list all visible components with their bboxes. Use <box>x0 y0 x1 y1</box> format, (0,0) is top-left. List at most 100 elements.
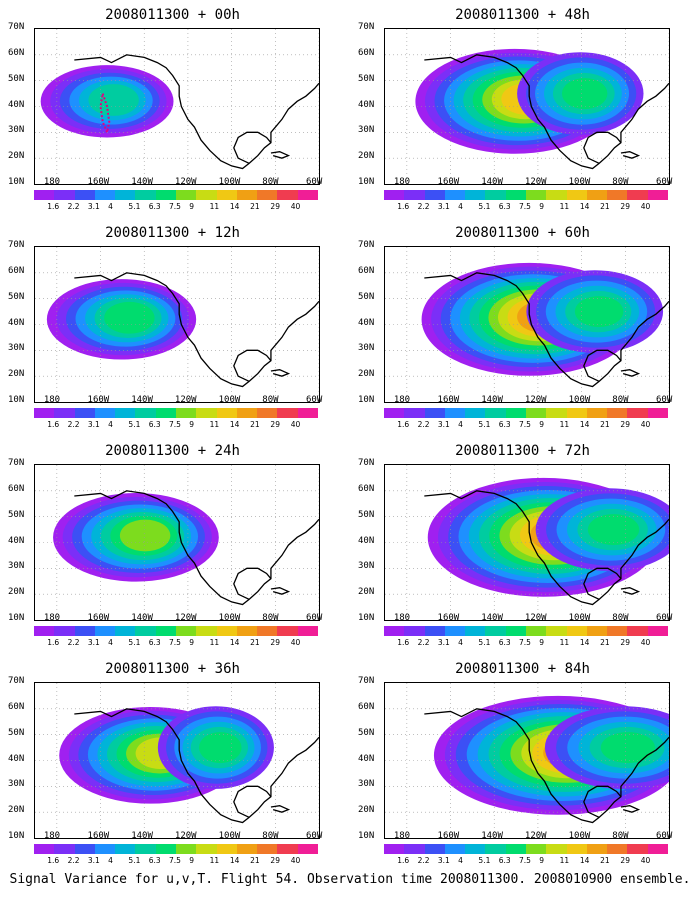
colorbar-label: 14 <box>229 856 240 865</box>
lon-tick-label: 100W <box>568 831 591 841</box>
colorbar-swatch <box>566 626 587 636</box>
colorbar-swatch <box>424 190 445 200</box>
colorbar-swatch <box>627 844 648 854</box>
coastline <box>583 567 622 600</box>
lon-tick-label: 80W <box>262 831 279 841</box>
lon-tick-label: 120W <box>174 177 197 187</box>
lon-tick-label: 160W <box>437 177 460 187</box>
lon-tick-label: 140W <box>131 831 153 841</box>
lat-tick-label: 10N <box>358 395 375 405</box>
colorbar-swatch <box>94 190 116 200</box>
map-panel: 2008011300 + 60h 10N 20N 30N 40N 50N 60N 70N 180… <box>350 224 695 442</box>
variance-map <box>384 682 670 839</box>
coastline <box>233 349 272 382</box>
colorbar-swatch <box>236 626 258 636</box>
colorbar-swatch <box>196 844 217 854</box>
colorbar-swatch <box>34 190 55 200</box>
map-panel: 2008011300 + 00h 10N 20N 30N 40N 50N 60N 70N 180… <box>0 6 345 224</box>
colorbar-swatch <box>216 626 237 636</box>
colorbar-swatch <box>465 190 486 200</box>
colorbar-swatch <box>34 844 55 854</box>
lon-tick-label: 180 <box>393 831 411 841</box>
colorbar-swatch <box>74 626 95 636</box>
lon-tick-label: 160W <box>87 831 110 841</box>
colorbar-label: 14 <box>229 202 240 211</box>
coastline <box>424 54 669 170</box>
variance-contour <box>198 732 242 764</box>
colorbar-label: 40 <box>290 856 301 865</box>
panel-title: 2008011300 + 72h <box>455 443 590 459</box>
variance-map <box>34 464 320 621</box>
colorbar-swatch <box>546 626 567 636</box>
lon-tick-label: 80W <box>262 613 279 623</box>
colorbar-swatch <box>277 190 298 200</box>
map-svg <box>35 247 319 402</box>
colorbar-label: 9 <box>189 420 195 429</box>
lon-tick-label: 140W <box>481 177 503 187</box>
colorbar <box>384 844 668 854</box>
colorbar-label: 14 <box>579 420 590 429</box>
colorbar-swatch <box>566 408 587 418</box>
lat-tick-label: 10N <box>358 177 375 187</box>
colorbar-swatch <box>196 408 217 418</box>
colorbar-swatch <box>216 844 237 854</box>
lon-tick-label: 120W <box>174 613 197 623</box>
colorbar-label: 14 <box>579 202 590 211</box>
panel-title: 2008011300 + 12h <box>105 225 240 241</box>
lon-tick-label: 160W <box>87 395 110 405</box>
colorbar-swatch <box>485 844 506 854</box>
colorbar-swatch <box>444 190 466 200</box>
lon-tick-label: 140W <box>481 613 503 623</box>
colorbar-swatch <box>115 408 136 418</box>
colorbar-swatch <box>424 844 445 854</box>
lon-tick-label: 100W <box>218 613 241 623</box>
colorbar-swatch <box>175 190 197 200</box>
variance-contour <box>104 301 155 334</box>
lon-tick-label: 160W <box>437 613 460 623</box>
colorbar-swatch <box>196 190 217 200</box>
colorbar-swatch <box>607 844 628 854</box>
colorbar-swatch <box>297 190 318 200</box>
map-panel: 2008011300 + 48h 10N 20N 30N 40N 50N 60N 70N 180… <box>350 6 695 224</box>
colorbar-swatch <box>607 626 628 636</box>
colorbar-label: 29 <box>270 638 280 647</box>
lat-tick-label: 20N <box>358 369 375 380</box>
lat-tick-label: 20N <box>358 805 375 816</box>
colorbar-swatch <box>54 190 75 200</box>
coastline <box>233 567 272 600</box>
colorbar-label: 2.2 <box>417 856 430 865</box>
colorbar-swatch <box>505 408 526 418</box>
colorbar-label: 7.5 <box>519 856 531 865</box>
colorbar-label: 1.6 <box>47 202 60 211</box>
colorbar-label: 7.5 <box>519 420 531 429</box>
lon-tick-label: 60W <box>306 613 323 623</box>
colorbar-swatch <box>277 408 298 418</box>
panel-title: 2008011300 + 60h <box>455 225 590 241</box>
colorbar-label: 1.6 <box>47 856 60 865</box>
colorbar-label: 7.5 <box>519 638 531 647</box>
colorbar-label: 21 <box>600 202 610 211</box>
lon-tick-label: 60W <box>306 831 323 841</box>
colorbar-swatch <box>155 408 176 418</box>
lat-tick-label: 20N <box>8 369 25 380</box>
colorbar-swatch <box>607 190 628 200</box>
colorbar-label: 40 <box>290 420 301 429</box>
colorbar-swatch <box>54 844 75 854</box>
colorbar-label: 21 <box>600 856 610 865</box>
colorbar-label: 14 <box>579 638 590 647</box>
lat-tick-label: 70N <box>358 676 375 686</box>
colorbar-label: 7.5 <box>169 420 181 429</box>
lon-tick-label: 180 <box>43 395 61 405</box>
colorbar-swatch <box>546 408 567 418</box>
lat-tick-label: 30N <box>358 343 375 354</box>
colorbar-swatch <box>485 626 506 636</box>
colorbar-label: 21 <box>250 420 260 429</box>
colorbar-label: 9 <box>189 202 195 211</box>
colorbar-swatch <box>196 626 217 636</box>
colorbar-swatch <box>155 626 176 636</box>
colorbar-swatch <box>135 626 156 636</box>
colorbar-label: 40 <box>640 202 651 211</box>
colorbar-swatch <box>135 190 156 200</box>
map-svg <box>385 29 669 184</box>
map-svg <box>385 247 669 402</box>
